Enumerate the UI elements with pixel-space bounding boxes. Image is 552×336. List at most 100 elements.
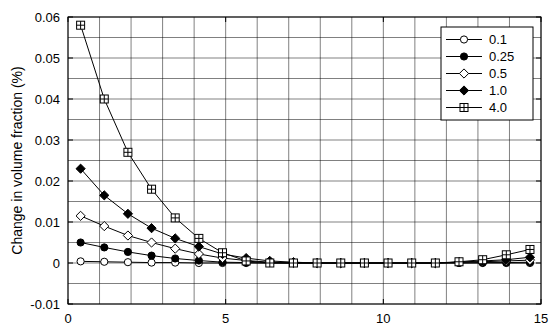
data-point [431,258,440,267]
data-point [148,185,156,193]
marker-shape [77,239,84,246]
marker-shape [269,259,270,267]
marker-shape [123,231,132,240]
marker-shape [360,259,368,267]
legend-label: 1.0 [489,83,507,98]
marker-shape [479,256,487,264]
marker-shape [222,249,223,257]
marker-shape [242,256,251,265]
grid [68,17,541,304]
data-point [100,95,108,103]
x-tick-label: 15 [534,311,548,326]
marker-shape [431,258,440,267]
data-point [408,259,415,266]
data-point [384,259,391,266]
y-tick [536,58,541,59]
marker-shape [313,258,322,267]
marker-shape [246,257,247,265]
marker-shape [383,258,392,267]
data-point [172,255,179,262]
x-tick [383,17,384,22]
marker-shape [431,258,440,267]
data-point [123,231,132,240]
marker-shape [432,259,439,266]
data-point [148,259,155,266]
marker-shape [266,259,273,266]
data-point [100,191,109,200]
marker-shape [127,148,128,156]
y-tick [68,58,73,59]
y-tick-label: 0.05 [35,51,60,66]
marker-shape [198,234,199,242]
marker-shape [265,258,274,267]
marker-shape [219,249,227,257]
data-point [76,164,85,173]
y-tick [536,140,541,141]
data-point [384,259,392,267]
marker-shape [104,95,105,103]
data-point [289,259,297,267]
marker-shape [408,259,415,266]
marker-shape [172,255,179,262]
data-point [171,214,179,222]
marker-shape [435,259,436,267]
y-tick-label: 0 [53,256,60,271]
minor-grid-line [68,160,541,161]
marker-shape [100,222,109,231]
marker-shape [266,259,274,267]
marker-shape [77,21,85,29]
marker-shape [384,259,392,267]
marker-shape [364,259,365,267]
marker-shape [194,242,203,251]
data-point [408,259,416,267]
marker-shape [337,259,344,266]
y-tick [536,99,541,100]
marker-shape [123,209,132,218]
data-point [290,259,297,266]
chart: 051015-0.0100.010.020.030.040.050.06Chan… [0,0,552,336]
grid-line [68,140,541,141]
marker-shape [289,259,297,267]
marker-shape [100,191,109,200]
data-point [360,258,369,267]
data-point [454,258,463,267]
marker-shape [361,259,368,266]
marker-shape [460,104,468,112]
marker-shape [266,259,273,266]
data-point [407,258,416,267]
grid-line [68,222,541,223]
marker-shape [459,69,468,78]
y-tick [68,140,73,141]
minor-grid-line [68,283,541,284]
marker-shape [76,164,85,173]
marker-shape [340,259,341,267]
data-point [526,245,534,253]
legend-marker [459,86,468,95]
y-tick [536,222,541,223]
x-tick-label: 0 [64,311,71,326]
marker-shape [455,258,463,266]
y-tick-label: 0.03 [35,133,60,148]
marker-shape [242,257,250,265]
data-point [77,21,85,29]
data-point [313,258,322,267]
grid-line [68,181,541,182]
plot-frame [68,17,541,304]
data-point [100,222,109,231]
data-point [408,259,415,266]
y-tick-label: 0.06 [35,10,60,25]
data-point [76,211,85,220]
legend-label: 0.1 [489,32,507,47]
data-point [337,259,344,266]
marker-shape [314,259,321,266]
legend-marker [460,104,468,112]
data-point [219,249,227,257]
marker-shape [151,185,152,193]
marker-shape [482,256,483,264]
minor-grid-line [68,242,541,243]
page: {"chart_data": {"type": "line", "y_label… [0,0,552,336]
data-point [194,242,203,251]
data-point [502,251,510,259]
marker-shape [124,148,132,156]
y-tick [536,181,541,182]
